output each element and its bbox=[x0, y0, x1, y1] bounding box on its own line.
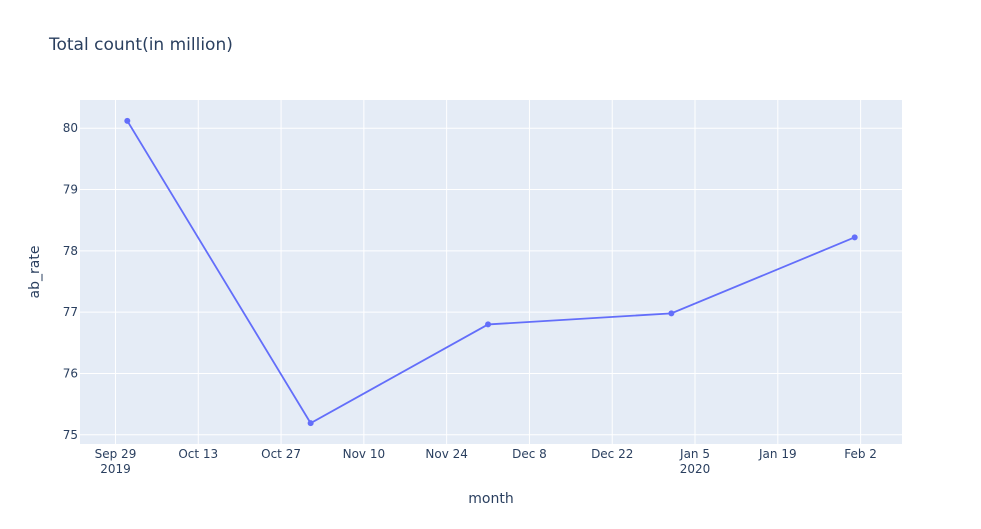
y-tick-label: 79 bbox=[63, 183, 78, 197]
y-tick-label: 78 bbox=[63, 244, 78, 258]
point bbox=[485, 321, 492, 328]
x-tick-label: Jan 5 2020 bbox=[679, 447, 710, 476]
x-tick-label: Nov 10 bbox=[343, 447, 386, 461]
x-tick-label: Nov 24 bbox=[425, 447, 468, 461]
plot-area bbox=[80, 100, 902, 444]
y-tick-label: 75 bbox=[63, 428, 78, 442]
y-tick-label: 77 bbox=[63, 305, 78, 319]
x-axis-title: month bbox=[468, 491, 513, 507]
x-tick-label: Jan 19 bbox=[758, 447, 797, 461]
y-tick-label: 80 bbox=[63, 121, 78, 135]
x-tick-label: Oct 13 bbox=[178, 447, 218, 461]
chart-title: Total count(in million) bbox=[48, 35, 233, 55]
x-tick-label: Dec 22 bbox=[591, 447, 633, 461]
point bbox=[307, 420, 314, 427]
y-axis-title: ab_rate bbox=[27, 246, 43, 299]
x-tick-label: Dec 8 bbox=[512, 447, 547, 461]
x-tick-label: Feb 2 bbox=[844, 447, 877, 461]
x-tick-label: Sep 29 2019 bbox=[95, 447, 137, 476]
y-tick-label: 76 bbox=[63, 366, 78, 380]
point bbox=[124, 117, 131, 124]
point bbox=[851, 234, 858, 241]
x-tick-label: Oct 27 bbox=[261, 447, 301, 461]
point bbox=[668, 310, 675, 317]
